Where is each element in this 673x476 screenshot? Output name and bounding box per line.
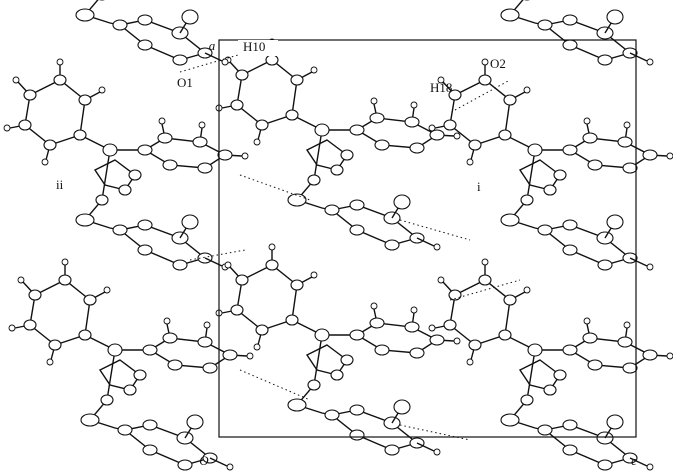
atom-label: O1 (177, 75, 193, 90)
molecule (4, 0, 248, 65)
axis-label: c (631, 453, 637, 468)
molecule (9, 259, 253, 470)
molecule (216, 39, 460, 250)
unit-cell (219, 40, 636, 437)
axis-label: a (209, 38, 216, 53)
hydrogen-bond (240, 370, 310, 400)
symmetry-label: ii (56, 177, 64, 192)
molecule (4, 59, 248, 270)
origin-label: O (199, 453, 209, 468)
atom-label: O2 (490, 56, 506, 71)
atom-label: H10 (243, 39, 265, 54)
symmetry-label: i (477, 179, 481, 194)
molecule (216, 244, 460, 455)
hydrogen-bond (240, 175, 310, 200)
atom-label: H18 (430, 80, 452, 95)
packing-diagram: a H10 O1 H18 O2 ii i O c (0, 0, 673, 476)
